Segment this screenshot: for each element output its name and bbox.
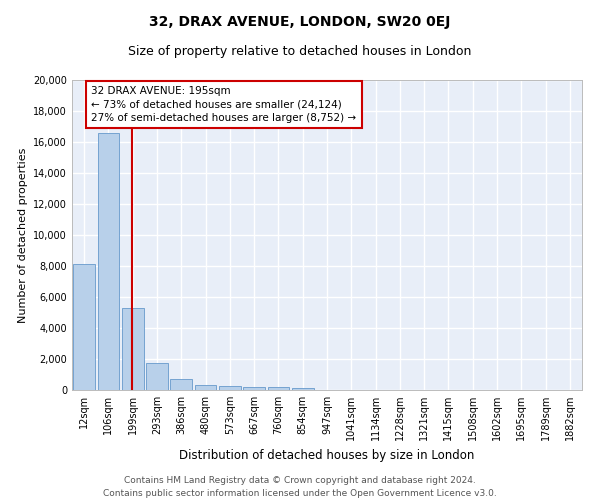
X-axis label: Distribution of detached houses by size in London: Distribution of detached houses by size …	[179, 448, 475, 462]
Text: 32, DRAX AVENUE, LONDON, SW20 0EJ: 32, DRAX AVENUE, LONDON, SW20 0EJ	[149, 15, 451, 29]
Bar	[268, 388, 289, 390]
Text: Contains HM Land Registry data © Crown copyright and database right 2024.
Contai: Contains HM Land Registry data © Crown c…	[103, 476, 497, 498]
Bar	[122, 308, 143, 390]
Bar	[146, 363, 168, 390]
Bar	[194, 385, 217, 390]
Bar	[292, 388, 314, 390]
Bar	[243, 387, 265, 390]
Text: 32 DRAX AVENUE: 195sqm
← 73% of detached houses are smaller (24,124)
27% of semi: 32 DRAX AVENUE: 195sqm ← 73% of detached…	[91, 86, 356, 122]
Bar	[97, 132, 119, 390]
Bar	[219, 386, 241, 390]
Y-axis label: Number of detached properties: Number of detached properties	[18, 148, 28, 322]
Bar	[73, 264, 95, 390]
Text: Size of property relative to detached houses in London: Size of property relative to detached ho…	[128, 45, 472, 58]
Bar	[170, 379, 192, 390]
